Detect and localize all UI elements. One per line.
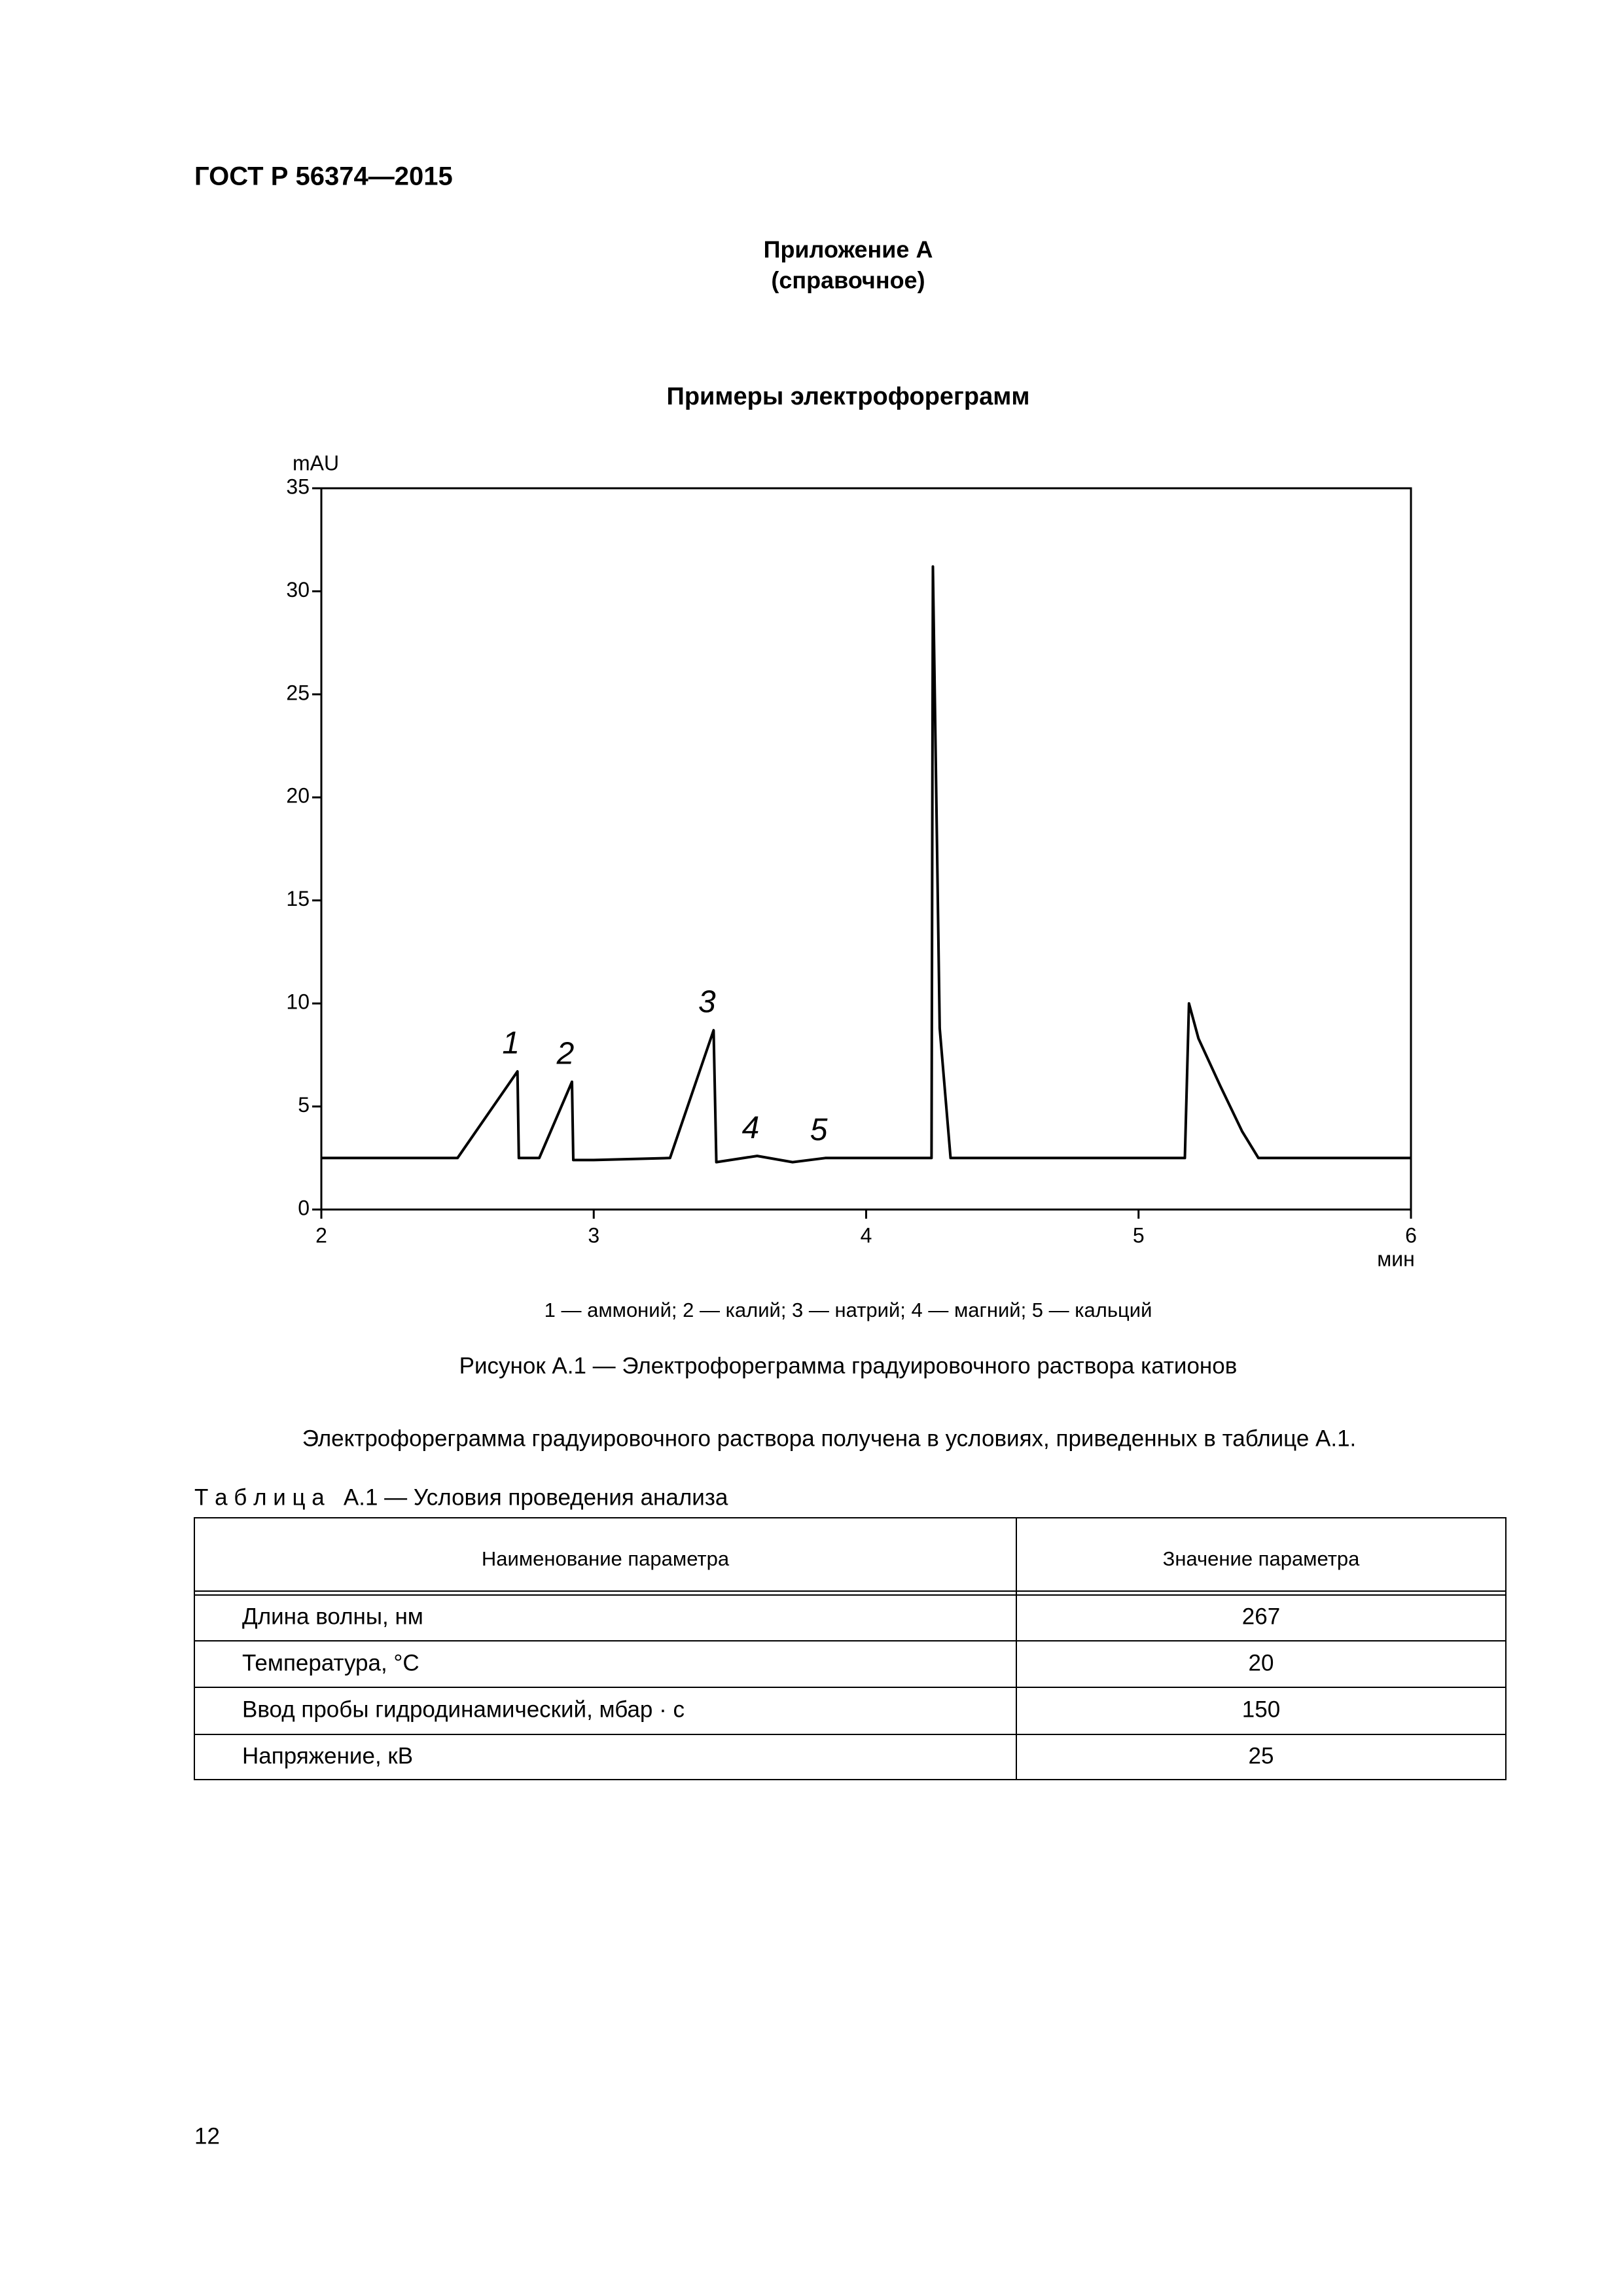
y-tick-label: 15 [286,887,310,910]
chart: mAU мин 0 5 10 15 20 25 30 35 2 3 4 5 6 1 2 3 4 5 [286,451,1416,1270]
x-axis-label: мин [1377,1247,1415,1270]
y-tick-label: 30 [286,578,310,601]
doc-code: ГОСТ Р 56374—2015 [194,162,453,191]
x-tick-label: 6 [1405,1223,1417,1247]
peak-label: 4 [742,1111,760,1145]
plot-frame [320,487,1412,1211]
table-caption: Т а б л и ц а А.1 — Условия проведения а… [194,1484,728,1510]
section-heading: Примеры электрофореграмм [667,383,1030,410]
trace [321,565,1411,1164]
table-header: Значение параметра [1163,1547,1361,1570]
table-cell: Температура, °С [242,1650,419,1676]
figure-caption: Рисунок А.1 — Электрофореграмма градуиро… [459,1353,1238,1378]
page-number: 12 [194,2123,220,2149]
peak-label: 1 [502,1026,520,1061]
y-tick-label: 20 [286,784,310,808]
x-tick-label: 4 [861,1223,872,1247]
appendix-note: (справочное) [771,267,925,294]
x-tick-label: 3 [588,1223,599,1247]
x-tick-label: 5 [1133,1223,1145,1247]
table-cell: Напряжение, кВ [242,1743,413,1768]
peak-label: 3 [698,985,716,1020]
table-header: Наименование параметра [482,1547,730,1570]
peak-label: 2 [556,1036,575,1071]
table-cell: 25 [1249,1743,1274,1768]
table-border [194,1517,1507,1780]
table-cell: 150 [1242,1696,1280,1722]
y-axis-label: mAU [293,451,339,475]
figure-legend: 1 — аммоний; 2 — калий; 3 — натрий; 4 — … [544,1299,1152,1321]
table-cell: 267 [1242,1604,1280,1629]
y-tick-label: 10 [286,990,310,1014]
paragraph: Электрофореграмма градуировочного раство… [302,1426,1357,1451]
y-tick-label: 0 [298,1196,310,1219]
table: Наименование параметра Значение параметр… [194,1517,1507,1780]
y-tick-label: 25 [286,681,310,704]
y-tick-label: 35 [286,475,310,498]
x-tick-label: 2 [315,1223,327,1247]
table-cell: Ввод пробы гидродинамический, мбар · с [242,1696,685,1722]
table-cell: 20 [1249,1650,1274,1676]
peak-label: 5 [810,1113,828,1147]
y-tick-label: 5 [298,1093,310,1117]
table-cell: Длина волны, нм [242,1604,423,1629]
appendix-title: Приложение А [764,236,933,263]
